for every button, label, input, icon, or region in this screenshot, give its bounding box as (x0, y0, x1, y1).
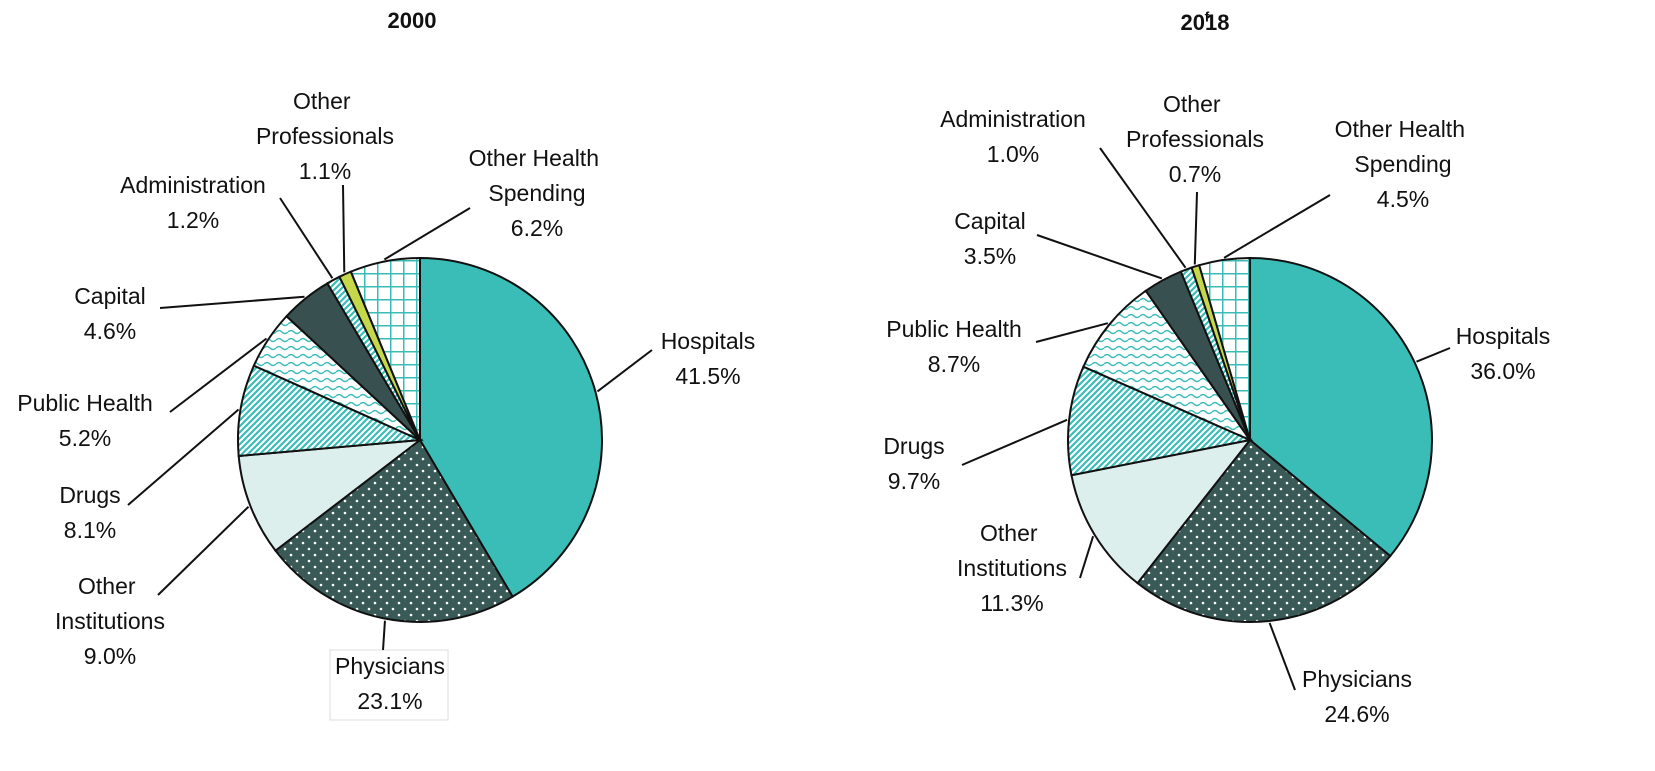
category-label: Other Professionals (256, 88, 394, 149)
value-label: 23.1% (357, 688, 422, 714)
value-label: 0.7% (1169, 161, 1221, 187)
value-label: 11.3% (980, 590, 1044, 616)
leader-line (127, 408, 240, 506)
value-label: 4.5% (1377, 186, 1429, 212)
leader-line (159, 295, 305, 309)
category-label: Administration (120, 172, 266, 198)
category-label: Hospitals (661, 328, 756, 354)
leader-line (169, 337, 268, 413)
pie-slice (1197, 256, 1251, 441)
leader-line (961, 418, 1068, 466)
pie-slice (419, 256, 603, 599)
category-label: Administration (940, 106, 1086, 132)
category-label: Other Professionals (1126, 91, 1264, 152)
value-label: 4.6% (84, 318, 136, 344)
pie-slice (237, 364, 424, 458)
pie-slice (274, 438, 515, 623)
category-label: Other Health Spending (1335, 116, 1472, 177)
value-label: 1.0% (987, 141, 1039, 167)
pie-slice (349, 256, 421, 441)
leader-line (1268, 622, 1296, 691)
value-label: 3.5% (964, 243, 1016, 269)
value-label: 9.0% (84, 643, 136, 669)
value-label: 24.6% (1324, 701, 1389, 727)
category-label: Physicians (335, 653, 445, 679)
leader-line (1035, 322, 1109, 343)
title-superscript: f (1205, 9, 1210, 25)
category-label: Capital (954, 208, 1026, 234)
leader-line (1036, 234, 1163, 280)
label-box (329, 649, 449, 721)
leader-line (382, 620, 386, 651)
pie-slice (237, 438, 424, 553)
pie-slice (1082, 289, 1253, 443)
leader-line (383, 207, 471, 261)
category-label: Drugs (883, 433, 944, 459)
leader-line (1223, 194, 1331, 259)
pie-slice (1067, 365, 1254, 477)
category-label: Public Health (886, 316, 1022, 342)
leader-line (596, 349, 653, 393)
leader-line (157, 505, 250, 596)
category-label: Other Institutions (55, 573, 165, 634)
chart-title: 2018 (1181, 10, 1230, 35)
category-label: Public Health (17, 390, 153, 416)
pie-slice (1070, 438, 1253, 585)
pie-slice (1249, 256, 1433, 558)
leader-line (1193, 191, 1198, 265)
value-label: 1.1% (299, 158, 351, 184)
value-label: 6.2% (511, 215, 563, 241)
leader-line (1416, 347, 1451, 363)
leader-line (1099, 147, 1187, 269)
category-label: Other Health Spending (469, 145, 606, 206)
category-label: Drugs (59, 482, 120, 508)
category-label: Physicians (1302, 666, 1412, 692)
category-label: Hospitals (1456, 323, 1551, 349)
leader-line (342, 184, 346, 273)
chart-title: 2000 (388, 8, 437, 33)
value-label: 9.7% (888, 468, 940, 494)
leader-line (1079, 535, 1095, 579)
value-label: 41.5% (675, 363, 740, 389)
pie-slice (1136, 438, 1392, 623)
value-label: 36.0% (1470, 358, 1535, 384)
category-label: Other Institutions (957, 520, 1067, 581)
leader-line (279, 197, 334, 279)
value-label: 1.2% (167, 207, 219, 233)
value-label: 8.7% (928, 351, 980, 377)
category-label: Capital (74, 283, 146, 309)
value-label: 8.1% (64, 517, 116, 543)
value-label: 5.2% (59, 425, 111, 451)
